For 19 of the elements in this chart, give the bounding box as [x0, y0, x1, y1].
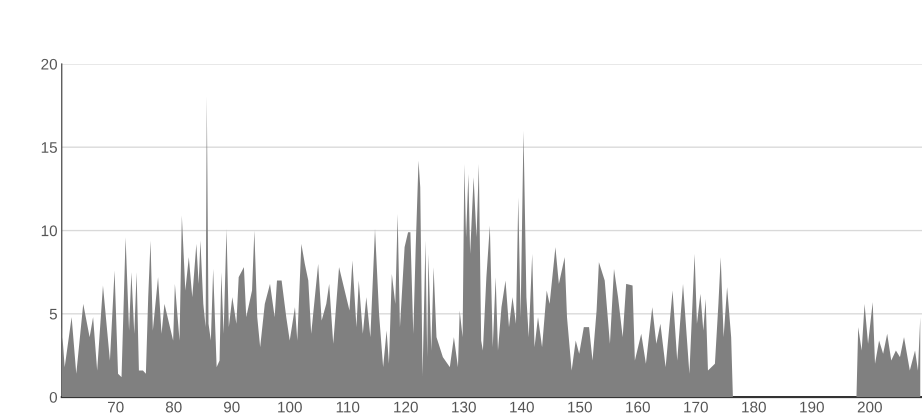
y-tick-label: 0 [50, 392, 58, 403]
y-tick-label: 15 [42, 142, 57, 153]
x-tick-label: 110 [336, 402, 360, 412]
x-tick-label: 90 [224, 402, 240, 412]
x-tick-label: 130 [452, 402, 476, 412]
x-tick-label: 150 [568, 402, 592, 412]
y-tick-label: 10 [42, 225, 58, 236]
y-tick-label: 5 [50, 308, 57, 320]
x-tick-label: 200 [858, 402, 882, 412]
x-tick-label: 70 [108, 402, 124, 412]
y-tick-label: 20 [41, 58, 58, 70]
x-tick-label: 170 [684, 402, 708, 412]
x-tick-label: 190 [800, 402, 824, 412]
x-tick-label: 180 [742, 402, 766, 412]
x-tick-label: 160 [626, 402, 650, 412]
x-tick-label: 80 [166, 402, 182, 412]
x-tick-label: 100 [278, 402, 302, 412]
x-tick-label: 120 [394, 402, 418, 412]
x-tick-label: 140 [510, 402, 534, 412]
